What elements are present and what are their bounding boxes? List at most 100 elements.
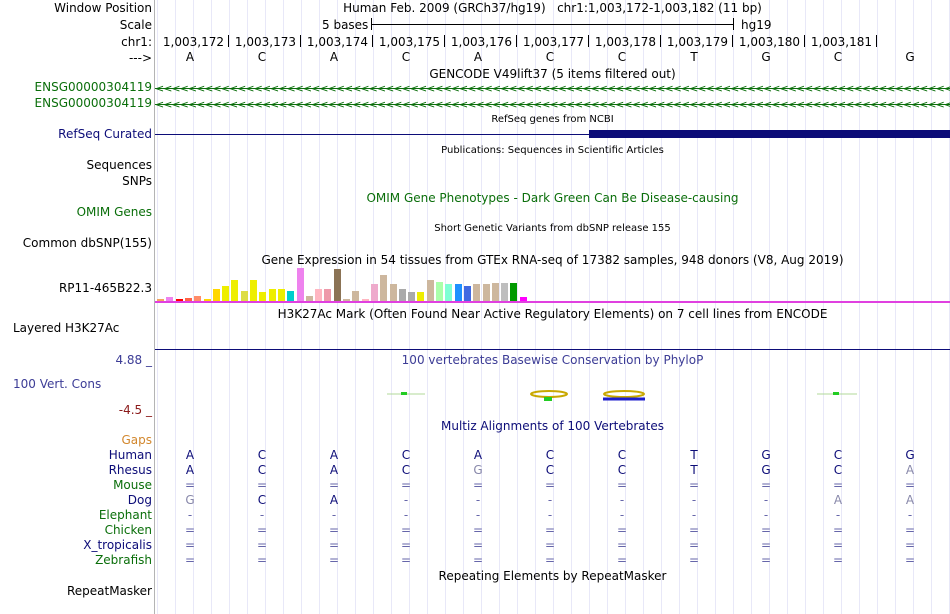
gridline <box>319 0 320 614</box>
cons-mark-2 <box>530 390 568 401</box>
chrom-label[interactable]: chr1: <box>121 35 152 49</box>
dbsnp-track-label[interactable]: Common dbSNP(155) <box>22 236 152 250</box>
gtex-tissue-bar[interactable] <box>454 284 462 301</box>
ruler-tick-mark <box>228 35 229 47</box>
sequences-track-label[interactable]: Sequences <box>86 158 152 172</box>
gridline <box>661 0 662 614</box>
gtex-tissue-bar[interactable] <box>445 284 453 301</box>
gridline <box>751 0 752 614</box>
species-label[interactable]: X_tropicalis <box>83 538 152 552</box>
gtex-tissue-bar[interactable] <box>212 289 220 301</box>
gtex-tissue-bar[interactable] <box>398 289 406 301</box>
gtex-tissue-bar[interactable] <box>519 297 527 301</box>
gtex-tissue-bar[interactable] <box>240 291 248 301</box>
omim-track-label[interactable]: OMIM Genes <box>76 205 152 219</box>
repeatmasker-track-label[interactable]: RepeatMasker <box>66 584 152 598</box>
species-label[interactable]: Rhesus <box>108 463 152 477</box>
scale-label[interactable]: Scale <box>119 18 152 32</box>
browser-image-area[interactable]: Human Feb. 2009 (GRCh37/hg19) chr1:1,003… <box>155 0 950 614</box>
alignment-base: A <box>905 493 915 507</box>
alignment-base: = <box>472 523 484 537</box>
gridline <box>643 0 644 614</box>
gtex-tissue-bar[interactable] <box>510 283 518 301</box>
h3k27ac-track-label[interactable]: Layered H3K27Ac <box>13 321 120 335</box>
species-label[interactable]: Zebrafish <box>95 553 152 567</box>
species-label[interactable]: Mouse <box>113 478 152 492</box>
gtex-tissue-bar[interactable] <box>157 299 164 301</box>
gencode-item-label-2[interactable]: ENSG00000304119 <box>34 96 152 110</box>
cons-track-label[interactable]: 100 Vert. Cons <box>13 377 102 391</box>
gtex-tissue-bar[interactable] <box>426 280 434 301</box>
gtex-tissue-bar[interactable] <box>408 292 416 301</box>
species-label[interactable]: Dog <box>127 493 152 507</box>
conservation-plot[interactable] <box>155 384 950 412</box>
gtex-tissue-bar[interactable] <box>333 269 341 301</box>
gtex-tissue-bar[interactable] <box>222 286 230 301</box>
species-label[interactable]: Elephant <box>98 508 152 522</box>
gencode-item-label-1[interactable]: ENSG00000304119 <box>34 80 152 94</box>
gtex-tissue-bar[interactable] <box>389 284 397 301</box>
species-label[interactable]: Chicken <box>104 523 152 537</box>
gtex-tissue-bar[interactable] <box>231 280 239 301</box>
gridline <box>571 0 572 614</box>
gtex-tissue-bar[interactable] <box>491 283 499 301</box>
alignment-base: = <box>544 478 556 492</box>
gtex-tissue-bar[interactable] <box>175 299 183 301</box>
gtex-tissue-bar[interactable] <box>268 289 276 301</box>
gtex-tissue-bar[interactable] <box>315 289 323 301</box>
gridline <box>589 0 590 614</box>
species-label[interactable]: Human <box>108 448 152 462</box>
base-letter: A <box>473 50 483 64</box>
gencode-transcript-1[interactable]: <<<<<<<<<<<<<<<<<<<<<<<<<<<<<<<<<<<<<<<<… <box>155 82 950 95</box>
gencode-transcript-2[interactable]: <<<<<<<<<<<<<<<<<<<<<<<<<<<<<<<<<<<<<<<<… <box>155 98 950 111</box>
gtex-bar-chart[interactable] <box>155 267 555 301</box>
gtex-tissue-bar[interactable] <box>473 284 481 301</box>
multiz-track-title: Multiz Alignments of 100 Vertebrates <box>440 419 665 433</box>
base-letter: C <box>617 50 627 64</box>
gtex-tissue-bar[interactable] <box>296 268 304 301</box>
refseq-intron-line[interactable] <box>155 134 590 135</box>
gtex-tissue-bar[interactable] <box>343 299 350 301</box>
snps-track-label[interactable]: SNPs <box>122 174 152 188</box>
alignment-base: C <box>401 463 411 477</box>
gridline <box>859 0 860 614</box>
publications-track-title: Publications: Sequences in Scientific Ar… <box>441 145 664 156</box>
base-letter: T <box>690 50 698 64</box>
gtex-tissue-bar[interactable] <box>352 291 360 301</box>
gtex-tissue-bar[interactable] <box>259 292 267 301</box>
gtex-tissue-bar[interactable] <box>482 284 490 301</box>
gtex-tissue-bar[interactable] <box>417 292 425 301</box>
alignment-base: = <box>400 553 412 567</box>
gridline <box>301 0 302 614</box>
gtex-tissue-bar[interactable] <box>361 299 369 301</box>
gtex-tissue-bar[interactable] <box>250 280 257 301</box>
ruler-tick-mark <box>444 35 445 47</box>
gtex-tissue-bar[interactable] <box>166 297 174 301</box>
gtex-tissue-bar[interactable] <box>380 275 388 301</box>
gtex-tissue-bar[interactable] <box>287 291 295 301</box>
window-position-label[interactable]: Window Position <box>54 1 152 15</box>
refseq-track-label[interactable]: RefSeq Curated <box>58 127 152 141</box>
refseq-exon-block[interactable] <box>589 130 950 138</box>
alignment-base: C <box>833 448 843 462</box>
gtex-tissue-bar[interactable] <box>203 299 211 301</box>
alignment-base: = <box>328 478 340 492</box>
gtex-tissue-bar[interactable] <box>194 296 202 301</box>
gtex-tissue-bar[interactable] <box>184 298 192 301</box>
gtex-gene-label[interactable]: RP11-465B22.3 <box>58 281 152 295</box>
scale-db-label: hg19 <box>741 18 772 32</box>
gridline <box>553 0 554 614</box>
gridline <box>625 0 626 614</box>
alignment-base: A <box>329 463 339 477</box>
gtex-tissue-bar[interactable] <box>436 282 443 301</box>
h3k27ac-signal-line[interactable] <box>155 349 950 350</box>
alignment-base: = <box>760 538 772 552</box>
gtex-tissue-bar[interactable] <box>305 296 313 301</box>
alignment-base: C <box>545 463 555 477</box>
gtex-tissue-bar[interactable] <box>501 283 509 301</box>
gtex-tissue-bar[interactable] <box>370 284 378 301</box>
gtex-tissue-bar[interactable] <box>463 286 471 301</box>
gtex-tissue-bar[interactable] <box>324 289 332 301</box>
gtex-tissue-bar[interactable] <box>277 289 285 301</box>
gaps-label[interactable]: Gaps <box>121 433 152 447</box>
